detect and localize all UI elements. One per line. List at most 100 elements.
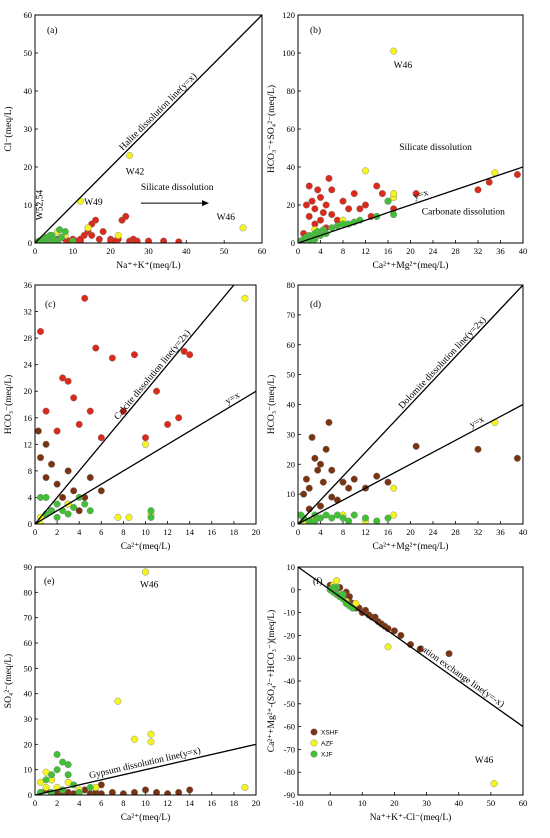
legend: XSHF AZF XJF (310, 728, 338, 759)
series-xshf-dark (300, 418, 521, 513)
x-tick-label: 8 (121, 527, 125, 537)
data-point (130, 788, 138, 795)
y-tick-label: -40 (284, 676, 295, 686)
data-point (317, 514, 325, 522)
data-point (373, 472, 381, 480)
y-tick-label: 32 (24, 307, 33, 317)
data-point (390, 190, 398, 198)
x-tick-label: 12 (361, 527, 370, 537)
x-tick-label: 40 (519, 246, 528, 256)
data-point (42, 783, 50, 791)
data-point (153, 387, 161, 395)
y-tick-label: 120 (282, 10, 295, 20)
data-point (175, 238, 183, 243)
data-point (141, 568, 149, 576)
data-point (86, 407, 94, 415)
data-point (317, 460, 325, 468)
data-point (86, 783, 94, 791)
panel-label: (c) (45, 299, 56, 310)
data-point (390, 511, 398, 519)
data-point (69, 237, 77, 243)
data-point (59, 493, 67, 501)
chart-panel-6: -10 0 10 20 30 40 50 60 10 0 -10 -20 -30 -40 -50 -60 -70… (266, 562, 527, 823)
y-tick-label: 60 (287, 340, 296, 350)
chart-panel-5: 0 2 4 6 8 10 12 14 16 18 20 0 10 20 30 40 50 60 70 80 90 Gyps… (3, 562, 260, 823)
x-tick-label: -10 (292, 798, 303, 808)
panel-label: (b) (310, 25, 321, 36)
line-label: y=x (412, 188, 430, 202)
series-xjf (298, 197, 398, 243)
reference-line (35, 285, 235, 524)
y-tick-label: 70 (287, 310, 296, 320)
data-point (97, 434, 105, 442)
chart-panel-1: 0 10 20 30 40 50 60 0 10 20 30 40 50 60 Halite dissolu… (3, 10, 266, 271)
x-tick-label: 0 (296, 246, 300, 256)
x-tick-label: 30 (422, 798, 431, 808)
x-axis-label: Ca²⁺(meq/L) (121, 541, 171, 552)
y-tick-label: 0 (28, 238, 32, 248)
data-point (328, 493, 336, 501)
data-point (474, 186, 482, 194)
data-point (390, 484, 398, 492)
data-point (42, 776, 50, 784)
x-tick-label: 40 (454, 798, 463, 808)
data-point (308, 197, 316, 205)
y-tick-label: 80 (24, 587, 33, 597)
data-point (133, 237, 141, 243)
y-tick-label: -20 (284, 630, 295, 640)
x-tick-label: 8 (341, 246, 345, 256)
y-axis-label: SO₄²⁻(meq/L) (3, 654, 14, 708)
data-point (490, 780, 498, 788)
data-point (445, 650, 453, 658)
x-axis-label: Ca²⁺(meq/L) (121, 812, 171, 823)
data-point (50, 238, 58, 243)
legend-marker (310, 728, 318, 736)
x-tick-label: 16 (208, 798, 217, 808)
x-tick-label: 20 (252, 798, 261, 808)
data-point (141, 786, 149, 794)
data-point (239, 224, 247, 232)
y-tick-label: -50 (284, 699, 295, 709)
x-tick-label: 10 (141, 527, 150, 537)
data-point (302, 475, 310, 483)
data-point (186, 786, 194, 794)
annotation: W46 (394, 61, 413, 71)
data-point (180, 347, 188, 355)
data-point (328, 466, 336, 474)
data-point (319, 478, 327, 486)
annotation: Silicate dissolution (399, 143, 472, 153)
plot-frame (297, 566, 524, 796)
data-point (384, 643, 392, 651)
reference-line (35, 390, 256, 524)
line-label: y=x (224, 391, 242, 407)
annotation: W46 (475, 756, 494, 766)
data-point (147, 507, 155, 515)
line-label: Gypsum dissolution line(y=x) (88, 745, 202, 781)
annotation: Silicate dissolution (141, 183, 214, 193)
data-point (491, 169, 499, 177)
data-point (114, 697, 122, 705)
data-point (317, 502, 325, 510)
data-point (53, 500, 61, 508)
data-point (300, 490, 308, 498)
data-point (59, 374, 67, 382)
data-point (81, 294, 89, 302)
data-point (305, 484, 313, 492)
data-point (345, 205, 353, 213)
y-tick-label: 4 (28, 492, 33, 502)
x-tick-label: 0 (33, 527, 37, 537)
data-point (64, 771, 72, 779)
y-axis-label: Cl⁻(meq/L) (3, 106, 14, 151)
data-point (130, 735, 138, 743)
data-point (86, 474, 94, 482)
legend-marker (310, 750, 318, 758)
data-point (345, 484, 353, 492)
data-point (164, 420, 172, 428)
x-tick-label: 36 (496, 527, 505, 537)
y-tick-label: 12 (24, 439, 33, 449)
y-tick-label: 20 (24, 386, 33, 396)
data-point (141, 440, 149, 448)
y-tick-label: 40 (287, 400, 296, 410)
data-point (397, 631, 405, 639)
data-point (75, 507, 83, 515)
